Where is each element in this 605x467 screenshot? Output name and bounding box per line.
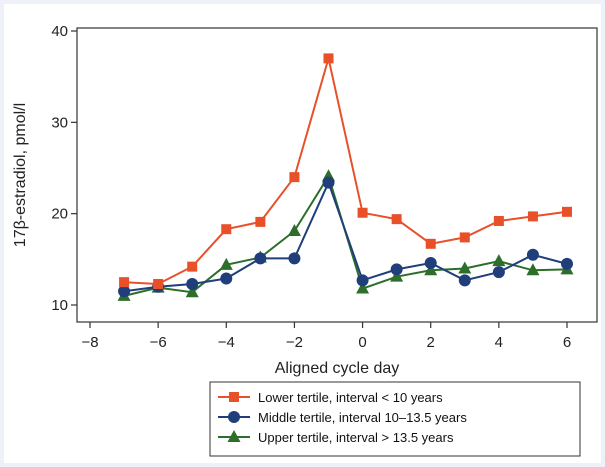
data-point xyxy=(526,248,539,261)
data-point xyxy=(424,263,438,276)
x-tick-label: −8 xyxy=(81,334,98,351)
series-line xyxy=(124,58,568,286)
data-point xyxy=(322,176,335,189)
data-point xyxy=(424,256,437,269)
x-tick-label: −6 xyxy=(150,334,167,351)
data-point xyxy=(527,211,538,222)
series-layer xyxy=(117,53,574,301)
y-tick-label: 40 xyxy=(51,23,68,40)
axes: 10 20 30 40 −8 −6 −4 −2 0 2 4 6 xyxy=(51,23,598,351)
y-tick-label: 10 xyxy=(51,297,68,314)
data-point xyxy=(287,224,301,237)
y-axis-title: 17β-estradiol, pmol/l xyxy=(12,103,29,247)
x-tick-label: −2 xyxy=(286,334,303,351)
data-point xyxy=(459,232,470,243)
plot-frame xyxy=(76,27,598,323)
legend-box xyxy=(209,381,581,457)
legend-label: Lower tertile, interval < 10 years xyxy=(258,390,443,405)
series-square xyxy=(119,53,572,289)
x-axis-title: Aligned cycle day xyxy=(275,360,400,377)
legend-swatch-marker xyxy=(227,430,241,442)
series-circle xyxy=(118,176,573,298)
data-point xyxy=(425,238,436,249)
data-point xyxy=(220,272,233,285)
data-point xyxy=(561,257,573,270)
data-point xyxy=(289,172,300,183)
data-point xyxy=(153,278,164,289)
x-tick-label: 4 xyxy=(495,334,503,351)
legend-swatch-marker xyxy=(228,411,240,423)
y-tick-label: 30 xyxy=(51,114,68,131)
line-chart: 10 20 30 40 −8 −6 −4 −2 0 2 4 6 Aligned cycle day 1… xyxy=(12,23,598,457)
x-tick-label: 2 xyxy=(427,334,435,351)
data-point xyxy=(458,261,472,274)
legend-item: Lower tertile, interval < 10 years xyxy=(218,390,443,405)
data-point xyxy=(492,254,506,267)
data-point xyxy=(118,285,131,298)
x-tick-label: 0 xyxy=(358,334,366,351)
data-point xyxy=(562,206,572,217)
legend-label: Upper tertile, interval > 13.5 years xyxy=(258,430,454,445)
data-point xyxy=(219,257,233,270)
data-point xyxy=(458,274,471,287)
data-point xyxy=(221,224,232,235)
legend-item: Middle tertile, interval 10–13.5 years xyxy=(218,410,467,425)
data-point xyxy=(288,252,301,265)
legend: Lower tertile, interval < 10 years Middle… xyxy=(209,381,581,457)
data-point xyxy=(255,216,266,227)
x-tick-label: 6 xyxy=(563,334,571,351)
data-point xyxy=(391,214,402,225)
data-point xyxy=(356,274,369,287)
data-point xyxy=(390,263,403,276)
data-point xyxy=(186,277,199,290)
data-point xyxy=(254,252,267,265)
data-point xyxy=(356,281,370,294)
data-point xyxy=(493,215,504,226)
data-point xyxy=(187,261,198,272)
legend-swatch-marker xyxy=(229,392,239,402)
legend-item: Upper tertile, interval > 13.5 years xyxy=(218,430,454,445)
data-point xyxy=(492,266,505,279)
x-tick-label: −4 xyxy=(218,334,235,351)
data-point xyxy=(390,269,404,282)
data-point xyxy=(357,207,368,218)
data-point xyxy=(526,263,540,276)
data-point xyxy=(185,285,199,298)
chart-panel: 10 20 30 40 −8 −6 −4 −2 0 2 4 6 Aligned cycle day 1… xyxy=(4,4,601,463)
data-point xyxy=(119,277,130,288)
legend-label: Middle tertile, interval 10–13.5 years xyxy=(258,410,467,425)
data-point xyxy=(323,53,334,64)
y-tick-label: 20 xyxy=(51,206,68,223)
